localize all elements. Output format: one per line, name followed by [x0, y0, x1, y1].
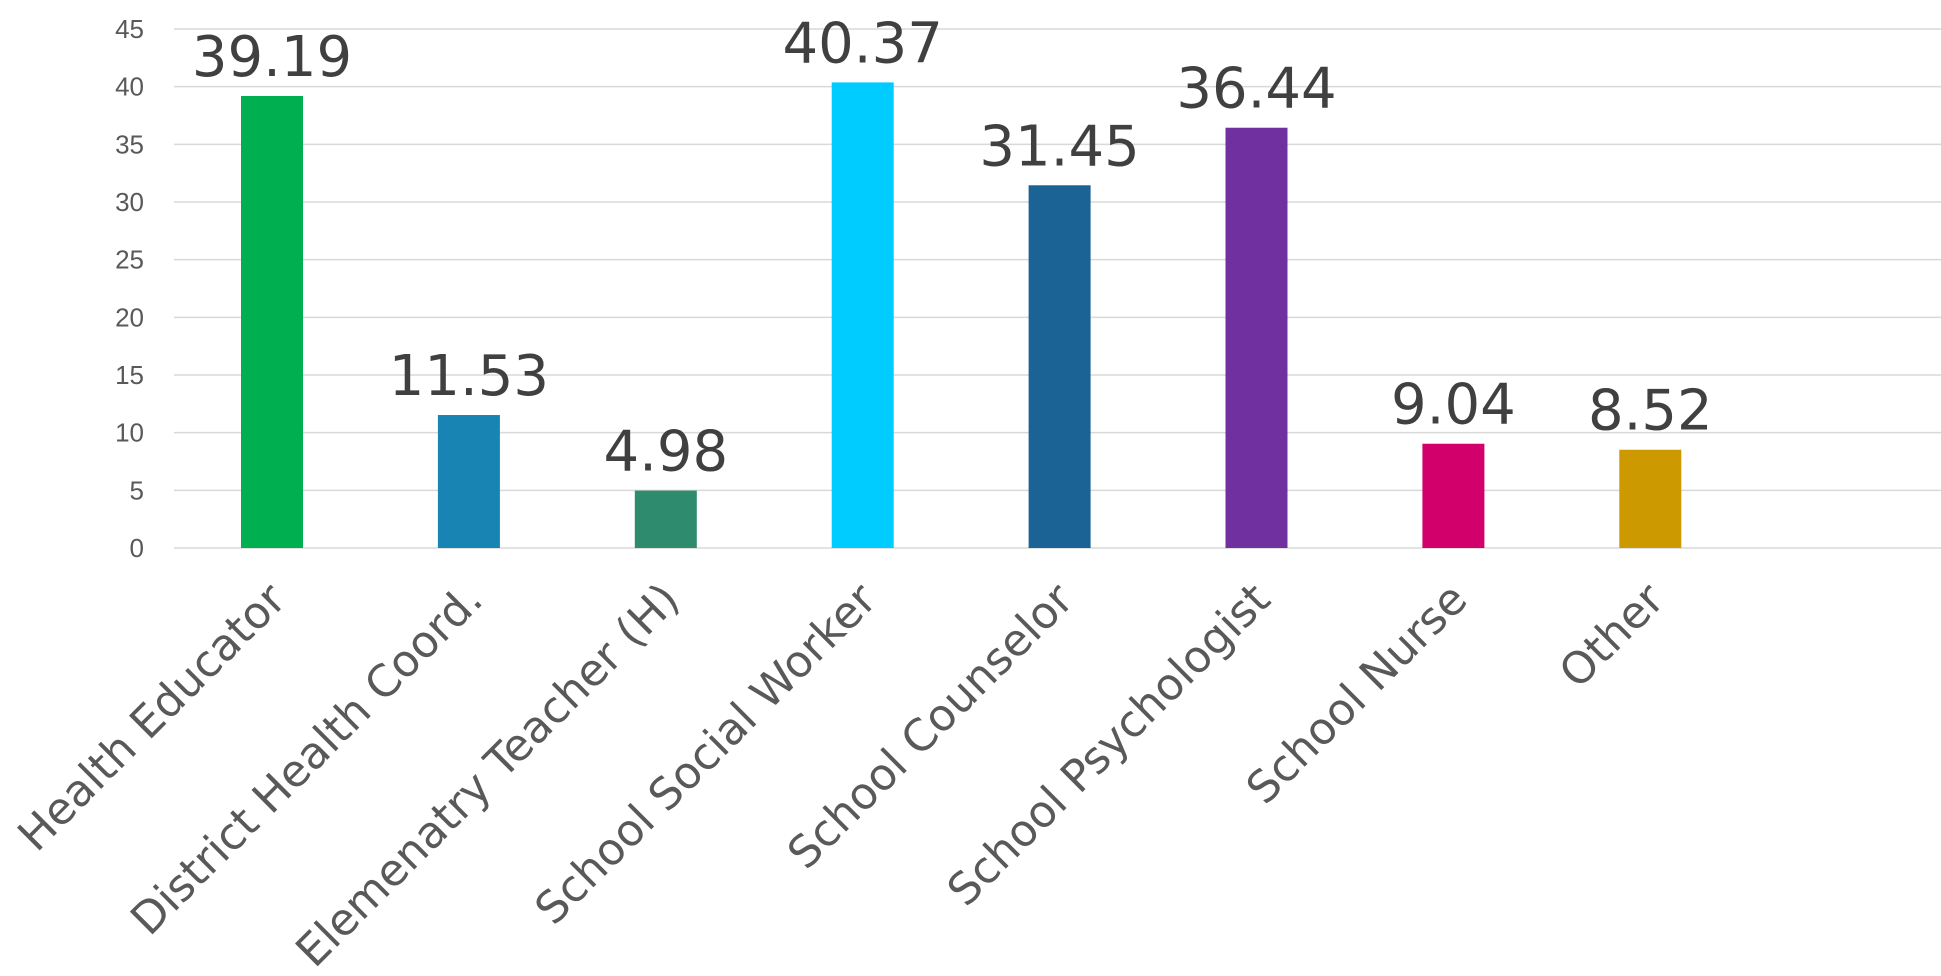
- bar: [1225, 127, 1288, 548]
- data-labels: 39.19 11.53 4.98 40.37 31.45 36.44 9.04 8.52: [192, 11, 1713, 484]
- data-label: 4.98: [603, 420, 728, 485]
- data-label: 31.45: [979, 114, 1139, 179]
- data-label: 39.19: [192, 25, 352, 90]
- y-tick-label: 0: [130, 533, 144, 563]
- data-label: 9.04: [1391, 373, 1516, 438]
- bar: [1619, 449, 1682, 548]
- y-tick-label: 5: [130, 475, 144, 505]
- bar: [241, 96, 303, 548]
- bar: [437, 415, 500, 548]
- y-tick-label: 45: [115, 14, 144, 44]
- y-tick-label: 25: [115, 245, 144, 275]
- category-label: Elemenatry Teacher (H): [286, 574, 689, 976]
- data-label: 11.53: [389, 344, 549, 409]
- y-tick-label: 15: [115, 360, 144, 390]
- bar: [1422, 443, 1485, 548]
- bar: [634, 490, 697, 548]
- data-label: 8.52: [1588, 379, 1713, 444]
- bar: [831, 82, 894, 549]
- y-axis-tick-labels: 0 5 10 15 20 25 30 35 40 45: [115, 14, 144, 563]
- y-tick-label: 40: [115, 72, 144, 102]
- data-label: 36.44: [1176, 57, 1336, 122]
- category-label: District Health Coord.: [121, 574, 492, 945]
- y-tick-label: 35: [115, 129, 144, 159]
- data-label: 40.37: [783, 11, 943, 76]
- category-label: School Psychologist: [938, 574, 1280, 916]
- y-tick-label: 20: [115, 302, 144, 332]
- bars: [241, 82, 1682, 549]
- category-label: Other: [1550, 573, 1675, 698]
- y-tick-label: 10: [115, 418, 144, 448]
- category-label: School Social Worker: [525, 573, 887, 935]
- bar: [1028, 185, 1091, 548]
- y-tick-label: 30: [115, 187, 144, 217]
